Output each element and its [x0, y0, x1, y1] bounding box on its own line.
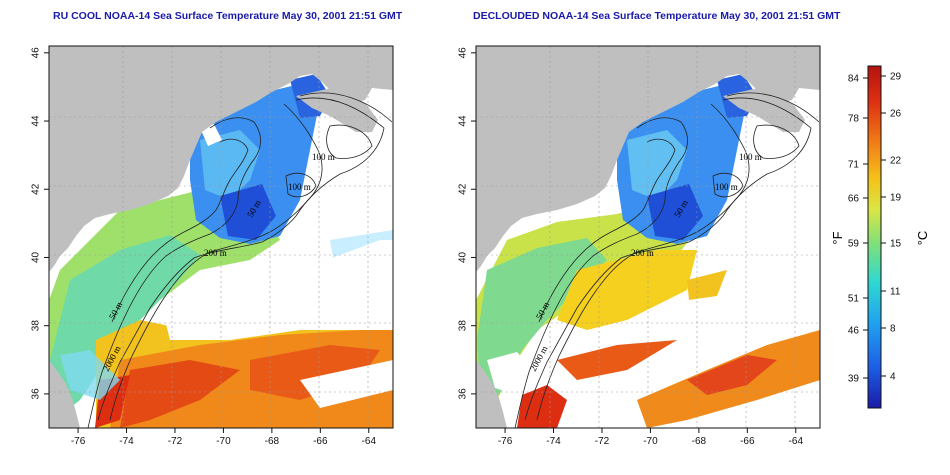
colorbar-celsius-tick-label: 11 — [890, 287, 901, 298]
colorbar-fahrenheit-tick-label: 66 — [848, 194, 860, 205]
colorbar-fahrenheit-tick-label: 59 — [848, 239, 860, 250]
right-lat-tick-label: 44 — [458, 115, 469, 127]
left-lon-tick-label: -64 — [362, 436, 377, 447]
left-lon-tick-label: -68 — [265, 436, 280, 447]
right-map-panel: 100 m 100 m 50 m 200 m 50 m 2000 m -76 -7… — [458, 45, 821, 447]
left-lon-tick-label: -76 — [71, 436, 86, 447]
left-lon-tick-label: -74 — [119, 436, 134, 447]
colorbar-celsius-tick-label: 4 — [890, 372, 896, 383]
colorbar-fahrenheit-tick-label: 39 — [848, 374, 860, 385]
left-lat-tick-label: 40 — [31, 251, 42, 263]
right-contour-label-100m-a: 100 m — [739, 152, 762, 162]
colorbar-fahrenheit-label: °F — [830, 231, 845, 244]
left-lon-tick-label: -66 — [313, 436, 328, 447]
colorbar-celsius-tick-label: 29 — [890, 72, 902, 83]
left-contour-label-100m-a: 100 m — [312, 152, 335, 162]
left-lat-tick-label: 38 — [31, 320, 42, 332]
left-map-panel: 100 m 100 m 50 m 200 m 50 m 2000 m -76 -7… — [31, 45, 394, 447]
left-lat-tick-label: 36 — [31, 388, 42, 400]
left-lat-tick-label: 44 — [31, 115, 42, 127]
right-axes: -76 -74 -72 -70 -68 -66 -64 36 38 40 42 44 46 — [458, 47, 804, 447]
right-lon-tick-label: -72 — [595, 436, 610, 447]
left-lon-tick-label: -70 — [216, 436, 231, 447]
right-lat-tick-label: 46 — [458, 47, 469, 59]
left-axes: -76 -74 -72 -70 -68 -66 -64 36 38 40 42 44 46 — [31, 47, 377, 447]
left-panel-title: RU COOL NOAA-14 Sea Surface Temperature … — [53, 10, 403, 22]
left-lon-tick-label: -72 — [168, 436, 183, 447]
colorbar-celsius-tick-label: 26 — [890, 109, 902, 120]
right-lat-tick-label: 38 — [458, 320, 469, 332]
colorbar-fahrenheit-tick-label: 71 — [848, 160, 860, 171]
right-lat-tick-label: 36 — [458, 388, 469, 400]
colorbar-celsius-label: °C — [915, 231, 930, 246]
left-lat-tick-label: 46 — [31, 47, 42, 59]
colorbar-fahrenheit-tick-label: 51 — [848, 294, 860, 305]
right-lon-tick-label: -66 — [740, 436, 755, 447]
right-lon-tick-label: -76 — [498, 436, 513, 447]
right-lat-tick-label: 42 — [458, 183, 469, 195]
left-contour-label-200m: 200 m — [204, 248, 227, 258]
left-lat-tick-label: 42 — [31, 183, 42, 195]
right-lat-tick-label: 40 — [458, 251, 469, 263]
right-lon-tick-label: -74 — [546, 436, 561, 447]
right-lon-tick-label: -64 — [789, 436, 804, 447]
right-panel-title: DECLOUDED NOAA-14 Sea Surface Temperatur… — [473, 10, 841, 22]
colorbar-celsius-tick-label: 15 — [890, 239, 902, 250]
colorbar-celsius-tick-label: 19 — [890, 193, 902, 204]
colorbar-gradient — [867, 65, 882, 409]
colorbar-celsius-tick-label: 8 — [890, 324, 896, 335]
right-lon-tick-label: -70 — [643, 436, 658, 447]
right-contour-label-100m-b: 100 m — [715, 182, 738, 192]
colorbar-celsius-tick-label: 22 — [890, 156, 902, 167]
colorbar-fahrenheit-tick-label: 78 — [848, 114, 860, 125]
left-contour-label-100m-b: 100 m — [288, 182, 311, 192]
colorbar-fahrenheit-tick-label: 84 — [848, 74, 860, 85]
colorbar-fahrenheit-tick-label: 46 — [848, 326, 860, 337]
right-contour-label-200m: 200 m — [631, 248, 654, 258]
right-lon-tick-label: -68 — [692, 436, 707, 447]
